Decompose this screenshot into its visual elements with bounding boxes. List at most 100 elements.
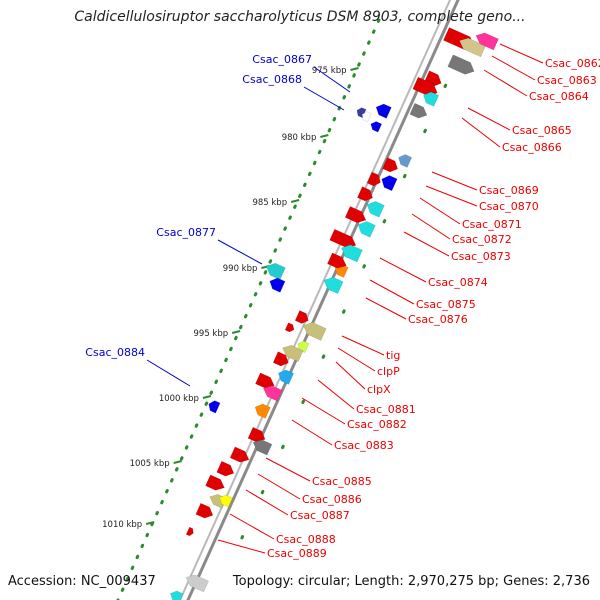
topology-text: Topology: circular; Length: 2,970,275 bp… — [232, 574, 590, 589]
kbp-tick-label: 1000 kbp — [159, 394, 199, 404]
gene-label-forward[interactable]: Csac_0868 — [242, 73, 302, 86]
gene-arrow[interactable] — [280, 342, 304, 362]
leader-line — [229, 513, 275, 540]
gene-arrow[interactable] — [229, 446, 251, 465]
gene-arrow[interactable] — [294, 310, 310, 326]
gene-label-reverse[interactable]: Csac_0882 — [347, 418, 407, 431]
gene-arrow[interactable] — [301, 320, 327, 341]
kbp-tick-mark — [202, 395, 212, 399]
gene-label-reverse[interactable]: Csac_0889 — [267, 547, 327, 560]
gene-arrow[interactable] — [195, 502, 216, 521]
gene-label-reverse[interactable]: Csac_0876 — [408, 313, 468, 326]
leader-line — [341, 335, 385, 356]
gene-arrow[interactable] — [357, 186, 375, 204]
gene-arrow[interactable] — [321, 274, 344, 295]
leader-line — [411, 213, 451, 240]
gene-arrow[interactable] — [272, 351, 291, 369]
leader-line — [431, 171, 478, 191]
gene-label-forward[interactable]: Csac_0867 — [252, 53, 312, 66]
gene-label-reverse[interactable]: clpP — [377, 365, 400, 378]
kbp-tick-mark — [290, 199, 300, 203]
gene-arrow[interactable] — [339, 242, 363, 263]
gene-arrow[interactable] — [185, 526, 195, 537]
gene-label-reverse[interactable]: Csac_0873 — [451, 250, 511, 263]
kbp-tick-label: 1010 kbp — [102, 520, 142, 530]
gene-label-reverse[interactable]: Csac_0870 — [479, 200, 539, 213]
gene-arrow[interactable] — [474, 30, 499, 51]
gene-arrow[interactable] — [344, 206, 368, 225]
gene-arrow[interactable] — [447, 54, 477, 78]
leader-line — [217, 239, 263, 265]
gene-arrow[interactable] — [360, 110, 372, 123]
genome-backbone — [186, 0, 460, 600]
gene-label-reverse[interactable]: Csac_0874 — [428, 276, 488, 289]
leader-line — [317, 379, 355, 410]
gene-label-reverse[interactable]: Csac_0862 — [545, 57, 600, 70]
gene-arrow[interactable] — [409, 102, 430, 121]
leader-line — [146, 359, 191, 387]
gene-label-reverse[interactable]: Csac_0885 — [312, 475, 372, 488]
gene-arrow[interactable] — [457, 35, 487, 58]
outer-tick-ring — [116, 18, 381, 600]
gene-arrow[interactable] — [206, 399, 221, 414]
gene-arrow[interactable] — [379, 173, 398, 192]
gene-label-reverse[interactable]: Csac_0872 — [452, 233, 512, 246]
kbp-tick-mark — [231, 330, 241, 334]
gene-arrow[interactable] — [251, 437, 273, 456]
gene-label-forward[interactable]: Csac_0877 — [156, 226, 216, 239]
gene-arrow[interactable] — [168, 589, 184, 600]
gene-label-reverse[interactable]: Csac_0865 — [512, 124, 572, 137]
gene-arrow[interactable] — [184, 572, 209, 593]
gene-label-reverse[interactable]: clpX — [367, 383, 391, 396]
gene-label-reverse[interactable]: Csac_0886 — [302, 493, 362, 506]
gene-arrow[interactable] — [396, 153, 413, 168]
gene-arrow[interactable] — [364, 199, 385, 218]
leader-line — [303, 86, 345, 111]
gene-label-reverse[interactable]: Csac_0869 — [479, 184, 539, 197]
gene-arrow[interactable] — [366, 171, 383, 188]
kbp-tick-label: 1005 kbp — [130, 459, 170, 469]
gene-arrow[interactable] — [374, 102, 392, 119]
gene-arrow[interactable] — [329, 228, 359, 251]
gene-label-reverse[interactable]: Csac_0883 — [334, 439, 394, 452]
gene-arrow[interactable] — [255, 372, 276, 391]
gene-label-reverse[interactable]: Csac_0866 — [502, 141, 562, 154]
leader-line — [483, 69, 528, 97]
gene-arrow[interactable] — [261, 383, 283, 402]
gene-arrow[interactable] — [216, 460, 237, 479]
gene-label-reverse[interactable]: Csac_0881 — [356, 403, 416, 416]
gene-arrow[interactable] — [327, 252, 348, 271]
gene-label-forward[interactable]: Csac_0884 — [85, 346, 145, 359]
leader-line — [365, 297, 407, 320]
leader-line — [301, 397, 346, 425]
leader-line — [467, 107, 511, 131]
gene-arrow[interactable] — [264, 260, 286, 281]
gene-label-reverse[interactable]: Csac_0864 — [529, 90, 589, 103]
gene-arrow[interactable] — [253, 402, 271, 419]
leader-line — [419, 197, 461, 225]
gene-arrow[interactable] — [355, 106, 367, 119]
gene-arrow[interactable] — [267, 276, 286, 293]
gene-label-reverse[interactable]: Csac_0888 — [276, 533, 336, 546]
gene-arrow[interactable] — [284, 322, 296, 334]
kbp-tick-label: 990 kbp — [223, 264, 258, 274]
kbp-tick-mark — [145, 521, 155, 525]
gene-label-reverse[interactable]: tig — [386, 349, 400, 362]
gene-label-reverse[interactable]: Csac_0871 — [462, 218, 522, 231]
kbp-tick-mark — [173, 460, 182, 464]
leader-line — [257, 473, 301, 500]
gene-arrow[interactable] — [247, 426, 268, 445]
gene-arrow[interactable] — [421, 90, 440, 107]
gene-arrow[interactable] — [382, 157, 400, 175]
gene-arrow[interactable] — [276, 368, 295, 385]
gene-arrow[interactable] — [205, 474, 227, 493]
gene-arrow[interactable] — [217, 493, 233, 508]
gene-label-reverse[interactable]: Csac_0863 — [537, 74, 597, 87]
gene-label-reverse[interactable]: Csac_0887 — [290, 509, 350, 522]
gene-label-reverse[interactable]: Csac_0875 — [416, 298, 476, 311]
gene-arrow[interactable] — [355, 219, 376, 238]
gene-arrow[interactable] — [369, 120, 383, 133]
leader-line — [265, 457, 311, 482]
